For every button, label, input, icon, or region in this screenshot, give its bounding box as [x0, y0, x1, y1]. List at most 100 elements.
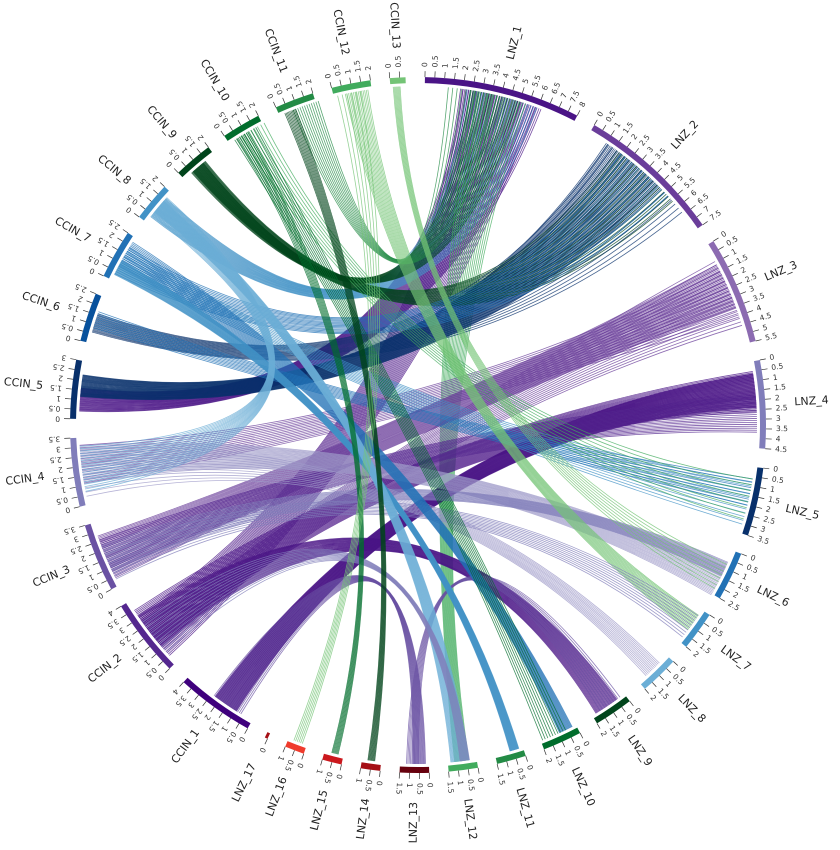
tick-mark [369, 769, 371, 776]
link-line [293, 109, 386, 762]
tick-mark [602, 124, 607, 131]
chromosome-lnz-4: 00.511.522.533.544.5 LNZ_4 [753, 352, 829, 454]
link-line [127, 249, 569, 730]
tick-mark [747, 310, 754, 313]
chromosome-arc [742, 467, 764, 536]
link-line [81, 159, 630, 390]
tick-label: 1.5 [553, 753, 566, 768]
chromosome-label: LNZ_1 [504, 24, 525, 61]
tick-label: 3 [759, 524, 766, 534]
chromosome-label: CCIN_11 [262, 27, 291, 75]
tick-label: 2 [150, 173, 160, 183]
tick-mark [73, 506, 80, 509]
tick-label: 0.5 [771, 361, 784, 372]
link-line [123, 256, 565, 731]
tick-mark [146, 197, 152, 202]
tick-label: 2 [739, 265, 747, 275]
chromosome-label: CCIN_3 [31, 563, 72, 590]
tick-mark [732, 272, 738, 277]
tick-label: 0 [237, 735, 247, 744]
tick-mark [713, 237, 719, 242]
tick-mark [473, 75, 476, 82]
chromosome-label: LNZ_3 [762, 258, 799, 283]
link-line [301, 90, 380, 744]
tick-mark [117, 237, 123, 242]
link-line [80, 173, 647, 396]
tick-mark [264, 738, 268, 745]
tick-mark [122, 229, 129, 234]
tick-mark [244, 728, 248, 734]
tick-mark [101, 580, 107, 584]
tick-mark [728, 580, 735, 584]
tick-mark [755, 339, 762, 342]
tick-mark [531, 90, 535, 97]
link-line [126, 159, 629, 321]
tick-label: 2 [57, 465, 63, 475]
link-line [94, 322, 750, 497]
link-line [101, 488, 729, 563]
tick-label: 1 [97, 248, 106, 258]
tick-mark [320, 759, 323, 766]
chromosome-arc [224, 115, 262, 141]
tick-label: 0 [749, 553, 757, 563]
link-line [128, 248, 570, 729]
tick-label: 4 [776, 434, 781, 443]
link-line [367, 89, 699, 616]
tick-mark [743, 300, 750, 304]
tick-label: 0 [719, 229, 728, 239]
chromosome-arc [681, 611, 710, 647]
tick-label: 0 [678, 665, 688, 675]
tick-mark [454, 72, 456, 79]
tick-mark [760, 487, 767, 490]
chromosome-lnz-8: 00.511.52 LNZ_8 [640, 657, 709, 725]
tick-label: 0.5 [745, 562, 760, 575]
link-line [137, 88, 462, 617]
tick-mark [88, 553, 95, 557]
tick-label: 1 [730, 247, 739, 257]
tick-label: 3 [776, 414, 781, 423]
tick-label: 0 [64, 505, 71, 515]
tick-mark [690, 205, 696, 210]
tick-mark [273, 101, 277, 108]
chromosome-arc [264, 732, 271, 739]
tick-mark [762, 378, 770, 380]
chromosome-label: LNZ_16 [263, 775, 290, 818]
link-line [101, 402, 757, 548]
tick-mark [649, 161, 655, 167]
link-line [299, 92, 485, 263]
chromosome-lnz-9: 00.511.52 LNZ_9 [593, 696, 655, 769]
tick-mark [458, 770, 460, 777]
tick-label: 0 [384, 63, 393, 69]
link-line [82, 150, 618, 386]
tick-label: 2 [691, 649, 701, 659]
link-line [399, 86, 728, 565]
tick-mark [379, 770, 381, 777]
chromosome-label: CCIN_1 [169, 727, 203, 767]
link-line [129, 245, 571, 729]
chromosome-arc [495, 750, 526, 764]
chromosome-arc [70, 359, 83, 419]
tick-label: 2.5 [69, 544, 84, 557]
tick-mark [282, 97, 286, 104]
link-line [360, 90, 696, 620]
tick-label: 1 [563, 749, 573, 757]
link-line [131, 243, 572, 728]
tick-label: 0.5 [363, 779, 374, 792]
link-line [82, 463, 715, 590]
tick-mark [664, 174, 670, 180]
tick-label: 5 [521, 77, 531, 84]
tick-mark [692, 638, 698, 644]
chromosome-label: CCIN_8 [95, 152, 133, 187]
tick-mark [188, 154, 194, 160]
tick-mark [78, 525, 85, 528]
chromosome-label: CCIN_2 [85, 651, 124, 685]
tick-label: 3.5 [48, 435, 60, 444]
tick-label: 5 [761, 323, 768, 333]
tick-mark [621, 706, 626, 713]
tick-label: 2 [247, 101, 257, 110]
chromosome-label: LNZ_12 [461, 798, 479, 841]
chromosome-label: LNZ_14 [354, 797, 373, 840]
tick-mark [764, 388, 771, 390]
tick-label: 1 [704, 633, 713, 643]
tick-mark [753, 516, 760, 519]
